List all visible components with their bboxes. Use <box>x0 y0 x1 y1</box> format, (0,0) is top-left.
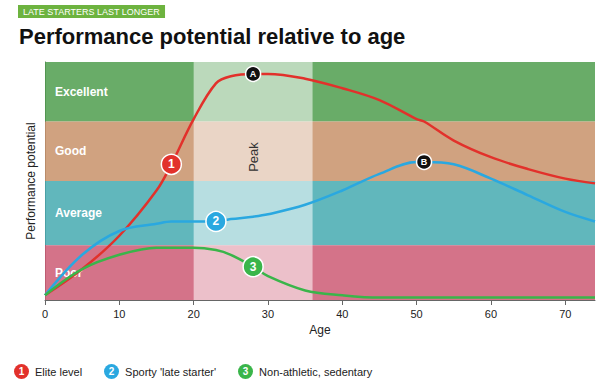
svg-text:Performance potential relative: Performance potential relative to age <box>19 24 405 49</box>
svg-text:70: 70 <box>559 308 571 320</box>
svg-text:B: B <box>421 157 428 167</box>
html-text:3: 3 <box>242 366 249 377</box>
svg-text:Excellent: Excellent <box>55 85 108 99</box>
html-text:Elite level: Elite level <box>35 365 83 378</box>
svg-text:LATE STARTERS LAST LONGER: LATE STARTERS LAST LONGER <box>23 7 160 17</box>
svg-text:A: A <box>250 69 257 79</box>
html-text:Sporty 'late starter': Sporty 'late starter' <box>125 365 217 378</box>
svg-text:1: 1 <box>168 157 175 171</box>
svg-text:60: 60 <box>485 308 497 320</box>
svg-text:20: 20 <box>188 308 200 320</box>
svg-text:Good: Good <box>55 144 86 158</box>
svg-text:10: 10 <box>113 308 125 320</box>
svg-text:Average: Average <box>55 206 102 220</box>
html-text:1: 1 <box>18 366 25 377</box>
svg-text:2: 2 <box>213 214 220 228</box>
svg-text:0: 0 <box>42 308 48 320</box>
svg-text:50: 50 <box>410 308 422 320</box>
svg-text:Age: Age <box>309 323 331 337</box>
html-text:2: 2 <box>108 366 115 377</box>
svg-text:30: 30 <box>262 308 274 320</box>
html-text:Non-athletic, sedentary: Non-athletic, sedentary <box>259 365 373 378</box>
svg-text:Performance potential: Performance potential <box>24 122 38 239</box>
svg-text:3: 3 <box>250 260 257 274</box>
svg-text:Peak: Peak <box>246 142 261 172</box>
svg-text:40: 40 <box>336 308 348 320</box>
